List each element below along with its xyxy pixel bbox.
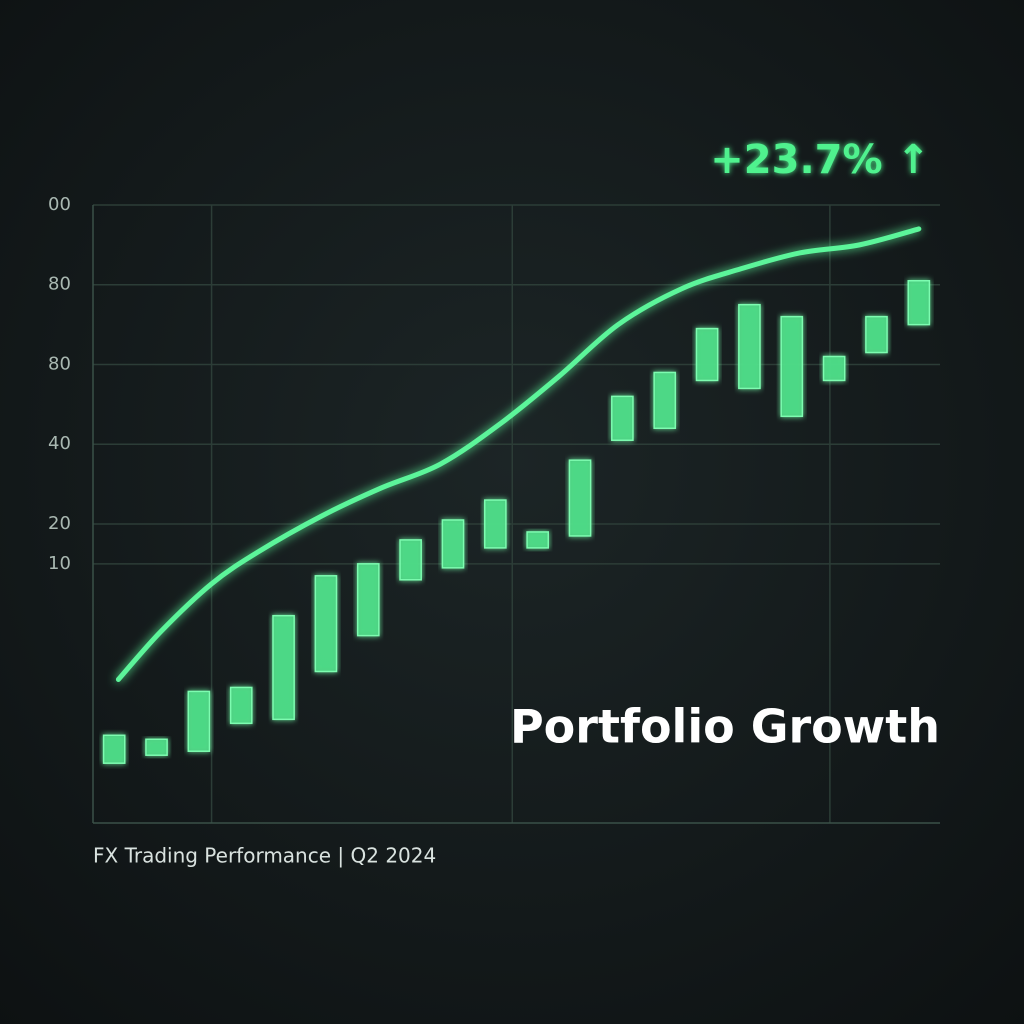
candle-body <box>780 315 804 418</box>
candle-body <box>611 395 634 441</box>
chart-title: Portfolio Growth <box>510 700 940 754</box>
candle-body <box>314 575 338 673</box>
candle-body <box>399 539 422 581</box>
candle-body <box>145 738 168 756</box>
chart-subtitle: FX Trading Performance | Q2 2024 <box>93 844 436 868</box>
candle-body <box>441 519 465 569</box>
candle-body <box>272 614 295 721</box>
candle-body <box>229 686 253 725</box>
candle-body <box>483 499 507 549</box>
candle-body <box>907 280 931 326</box>
y-tick-label: 00 <box>48 194 71 215</box>
candle-body <box>568 459 592 537</box>
y-tick-label: 40 <box>48 433 71 454</box>
candle-body <box>187 690 211 752</box>
candle-body <box>738 303 761 390</box>
candle-body <box>526 531 550 549</box>
annotation: +23.7% ↑ <box>710 137 930 183</box>
candle-body <box>102 734 126 764</box>
candle-body <box>822 355 846 382</box>
y-tick-label: 80 <box>48 274 71 295</box>
y-tick-label: 80 <box>48 353 71 374</box>
candle-body <box>695 327 719 382</box>
candle-body <box>865 315 888 354</box>
y-tick-label: 20 <box>48 513 71 534</box>
candle-body <box>653 371 677 430</box>
trend-line <box>115 226 922 682</box>
y-tick-label: 10 <box>48 553 71 574</box>
candle-body <box>356 563 380 637</box>
